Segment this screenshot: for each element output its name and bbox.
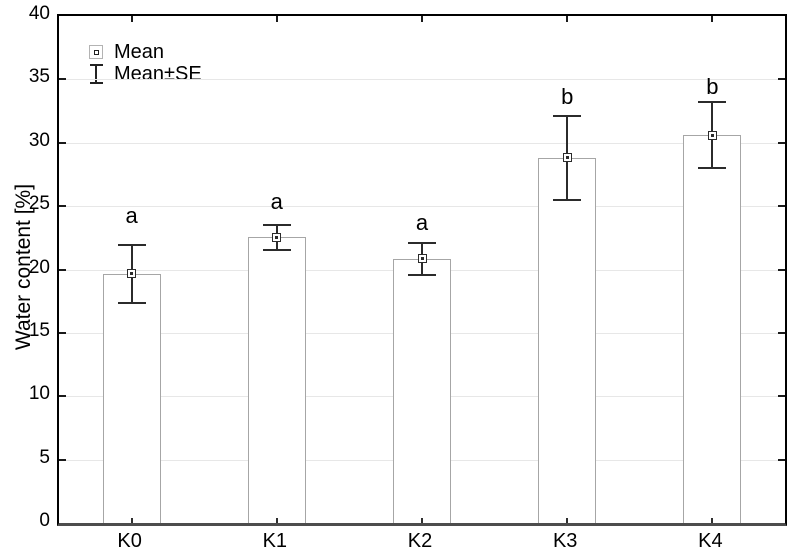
- legend-item-mean: Mean: [87, 41, 202, 63]
- x-axis-tick: [566, 518, 569, 523]
- bar: [247, 237, 306, 523]
- y-tick-label: 5: [39, 446, 50, 468]
- y-axis-tick: [778, 78, 785, 81]
- x-tick-label: K1: [262, 530, 288, 552]
- error-bar-cap-top: [117, 243, 146, 246]
- error-bar-cap-top: [262, 223, 291, 226]
- x-axis-tick: [130, 16, 133, 22]
- y-axis-tick: [778, 331, 785, 334]
- gridline: [59, 206, 785, 208]
- mean-marker: [272, 232, 282, 242]
- y-tick-label: 0: [39, 510, 50, 531]
- error-bar-cap-bottom: [553, 198, 582, 201]
- mean-marker-icon: [89, 45, 103, 59]
- error-bar-cap-bottom: [698, 167, 727, 170]
- error-bar-cap-bottom: [262, 248, 291, 251]
- legend-label: Mean: [114, 41, 165, 63]
- x-tick-label: K4: [698, 530, 723, 552]
- bar: [393, 258, 451, 523]
- x-tick-label: K3: [552, 530, 578, 552]
- bar: [102, 273, 161, 523]
- plot-area: Mean Mean±SE a a a b b: [57, 14, 787, 526]
- errorbar-icon: [89, 64, 103, 84]
- error-bar-cap-bottom: [408, 273, 436, 276]
- significance-letter: b: [706, 73, 719, 99]
- x-tick-label: K2: [407, 530, 433, 552]
- x-tick-label: K0: [117, 530, 142, 552]
- y-tick-label: 10: [28, 383, 50, 405]
- gridline: [59, 79, 785, 81]
- bar: [683, 135, 742, 523]
- y-axis-tick: [778, 268, 785, 271]
- y-axis-tick: [778, 141, 785, 144]
- error-bar-cap-bottom: [117, 302, 146, 305]
- y-axis-tick: [59, 331, 66, 334]
- legend-label: Mean±SE: [114, 63, 202, 85]
- mean-marker: [127, 269, 137, 279]
- significance-letter: a: [270, 189, 283, 215]
- y-axis-tick: [778, 395, 785, 398]
- y-tick-label: 30: [28, 129, 50, 151]
- y-axis-tick: [59, 395, 66, 398]
- y-tick-label: 25: [28, 193, 50, 215]
- y-axis-tick: [59, 205, 66, 208]
- x-axis-tick: [421, 518, 423, 523]
- mean-marker: [417, 254, 427, 264]
- significance-letter: a: [125, 203, 138, 229]
- x-axis-tick: [130, 518, 133, 523]
- mean-marker: [562, 153, 572, 163]
- error-bar-cap-top: [408, 241, 436, 244]
- y-axis-tick: [59, 458, 66, 461]
- significance-letter: a: [415, 209, 429, 235]
- x-axis-tick: [711, 518, 714, 523]
- y-tick-label: 35: [28, 66, 50, 88]
- y-tick-label: 15: [28, 319, 50, 341]
- x-axis-tick: [275, 16, 278, 22]
- y-axis-tick: [778, 205, 785, 208]
- significance-letter: b: [561, 84, 574, 110]
- error-bar-cap-top: [553, 115, 582, 118]
- y-tick-label: 40: [28, 3, 50, 24]
- y-axis-tick: [59, 141, 66, 144]
- error-bar-cap-top: [698, 101, 727, 104]
- gridline: [59, 142, 785, 144]
- x-axis-tick: [711, 16, 714, 22]
- x-axis-tick: [275, 518, 278, 523]
- y-tick-label: 20: [28, 256, 50, 278]
- mean-marker: [707, 130, 717, 140]
- bar: [538, 157, 597, 523]
- legend-item-mean-se: Mean±SE: [87, 63, 202, 85]
- y-axis-tick: [778, 458, 785, 461]
- x-axis-tick: [421, 16, 423, 22]
- y-axis-tick: [59, 78, 66, 81]
- y-axis-tick: [59, 268, 66, 271]
- x-axis-tick: [566, 16, 569, 22]
